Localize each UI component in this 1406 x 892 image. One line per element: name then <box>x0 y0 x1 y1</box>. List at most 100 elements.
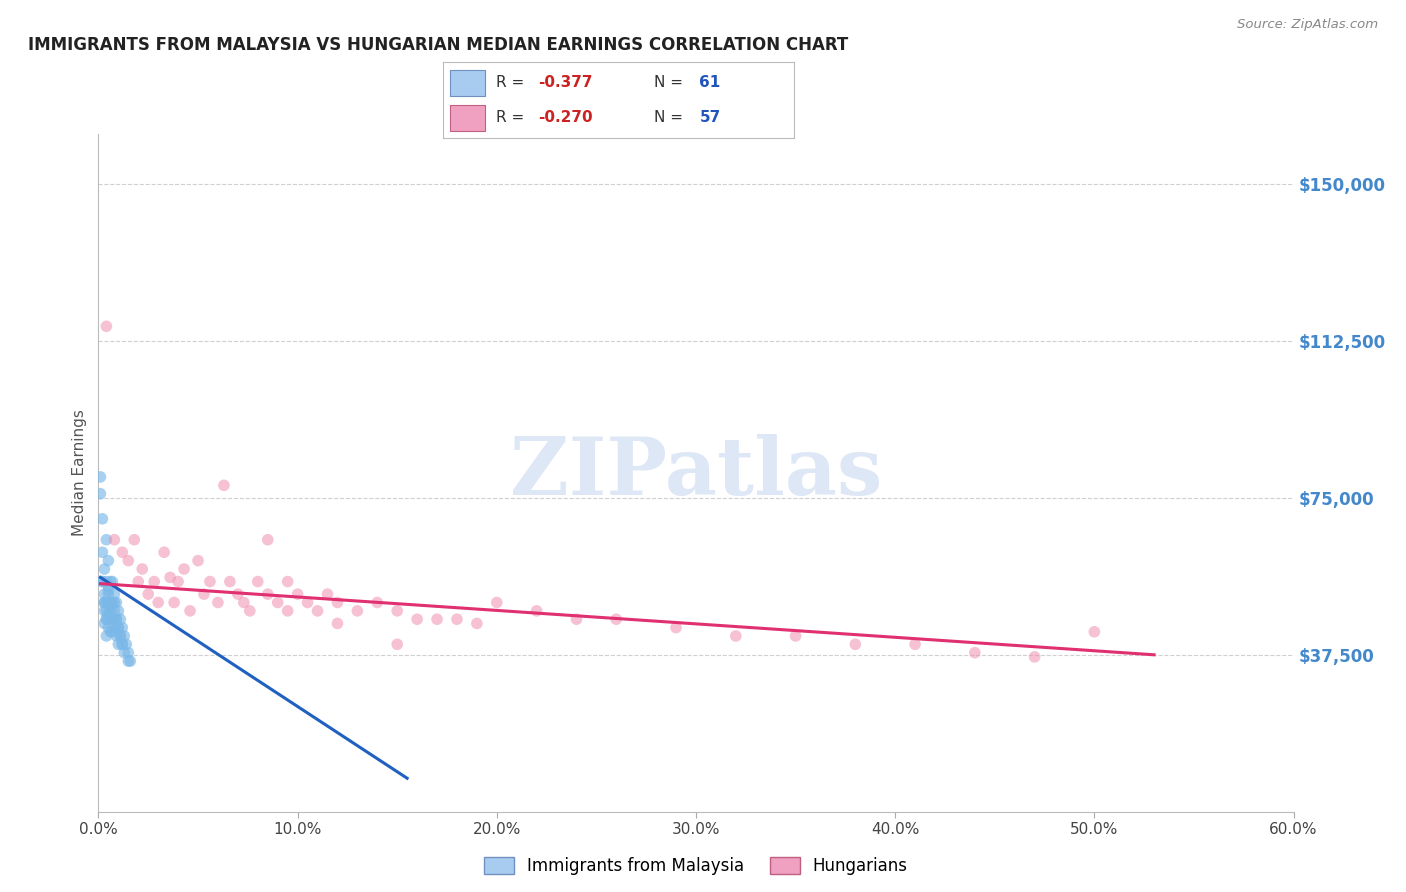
Point <box>665 621 688 635</box>
Point <box>219 574 242 589</box>
Point <box>446 612 468 626</box>
Point <box>105 629 128 643</box>
Point <box>167 574 190 589</box>
Point <box>105 612 128 626</box>
Point <box>198 574 221 589</box>
Point <box>117 654 139 668</box>
Point <box>97 582 120 597</box>
Point <box>105 612 128 626</box>
Point <box>117 646 139 660</box>
Point <box>103 533 125 547</box>
Point <box>96 595 118 609</box>
Text: R =: R = <box>495 76 529 90</box>
Point <box>267 595 290 609</box>
Y-axis label: Median Earnings: Median Earnings <box>72 409 87 536</box>
Text: 61: 61 <box>699 76 721 90</box>
Point <box>103 595 125 609</box>
Point <box>96 612 118 626</box>
Point <box>103 621 125 635</box>
Point <box>256 533 278 547</box>
Point <box>93 587 115 601</box>
Point <box>115 637 138 651</box>
Point <box>91 545 114 559</box>
Point <box>111 621 134 635</box>
Point <box>110 629 132 643</box>
Text: N =: N = <box>654 76 688 90</box>
Text: Source: ZipAtlas.com: Source: ZipAtlas.com <box>1237 18 1378 31</box>
Point <box>91 512 114 526</box>
Point <box>100 599 122 614</box>
Point <box>565 612 588 626</box>
Point <box>112 646 135 660</box>
Point <box>346 604 368 618</box>
Point <box>316 587 339 601</box>
Point <box>256 587 278 601</box>
Point <box>136 587 159 601</box>
Point <box>89 486 111 500</box>
Point <box>103 587 125 601</box>
Point <box>366 595 388 609</box>
Text: 57: 57 <box>699 111 721 125</box>
Point <box>277 574 299 589</box>
Point <box>91 574 114 589</box>
Point <box>111 637 134 651</box>
Point <box>107 604 129 618</box>
Point <box>96 604 118 618</box>
Point <box>101 574 124 589</box>
Point <box>143 574 166 589</box>
Point <box>1024 649 1046 664</box>
Bar <box>450 70 485 95</box>
Text: N =: N = <box>654 111 688 125</box>
Point <box>179 604 201 618</box>
Point <box>406 612 429 626</box>
Point <box>110 612 132 626</box>
Point <box>526 604 548 618</box>
Point <box>101 612 124 626</box>
Point <box>904 637 927 651</box>
Point <box>193 587 215 601</box>
Point <box>100 574 122 589</box>
Point <box>148 595 170 609</box>
Legend: Immigrants from Malaysia, Hungarians: Immigrants from Malaysia, Hungarians <box>478 850 914 881</box>
Point <box>96 574 118 589</box>
Point <box>97 621 120 635</box>
Point <box>105 595 128 609</box>
Point <box>385 637 409 651</box>
Point <box>124 533 146 547</box>
Point <box>111 637 134 651</box>
Point <box>785 629 807 643</box>
Point <box>107 621 129 635</box>
Point <box>277 604 299 618</box>
Point <box>96 629 118 643</box>
Point <box>724 629 747 643</box>
Point <box>93 595 115 609</box>
Point <box>1083 624 1105 639</box>
Text: IMMIGRANTS FROM MALAYSIA VS HUNGARIAN MEDIAN EARNINGS CORRELATION CHART: IMMIGRANTS FROM MALAYSIA VS HUNGARIAN ME… <box>28 36 848 54</box>
Point <box>326 595 349 609</box>
Point <box>111 545 134 559</box>
Point <box>117 554 139 568</box>
Point <box>163 595 186 609</box>
Point <box>605 612 627 626</box>
Point <box>100 604 122 618</box>
Point <box>101 624 124 639</box>
Point <box>465 616 488 631</box>
Point <box>107 637 129 651</box>
Text: -0.377: -0.377 <box>537 76 592 90</box>
Point <box>91 574 114 589</box>
Point <box>93 562 115 576</box>
Point <box>963 646 986 660</box>
Point <box>226 587 249 601</box>
Point <box>187 554 209 568</box>
Point <box>120 654 142 668</box>
Point <box>307 604 329 618</box>
Point <box>96 612 118 626</box>
Point <box>239 604 262 618</box>
Point <box>131 562 153 576</box>
Text: -0.270: -0.270 <box>537 111 592 125</box>
Point <box>212 478 235 492</box>
Point <box>97 587 120 601</box>
Point <box>96 533 118 547</box>
Text: R =: R = <box>495 111 529 125</box>
Point <box>159 570 181 584</box>
